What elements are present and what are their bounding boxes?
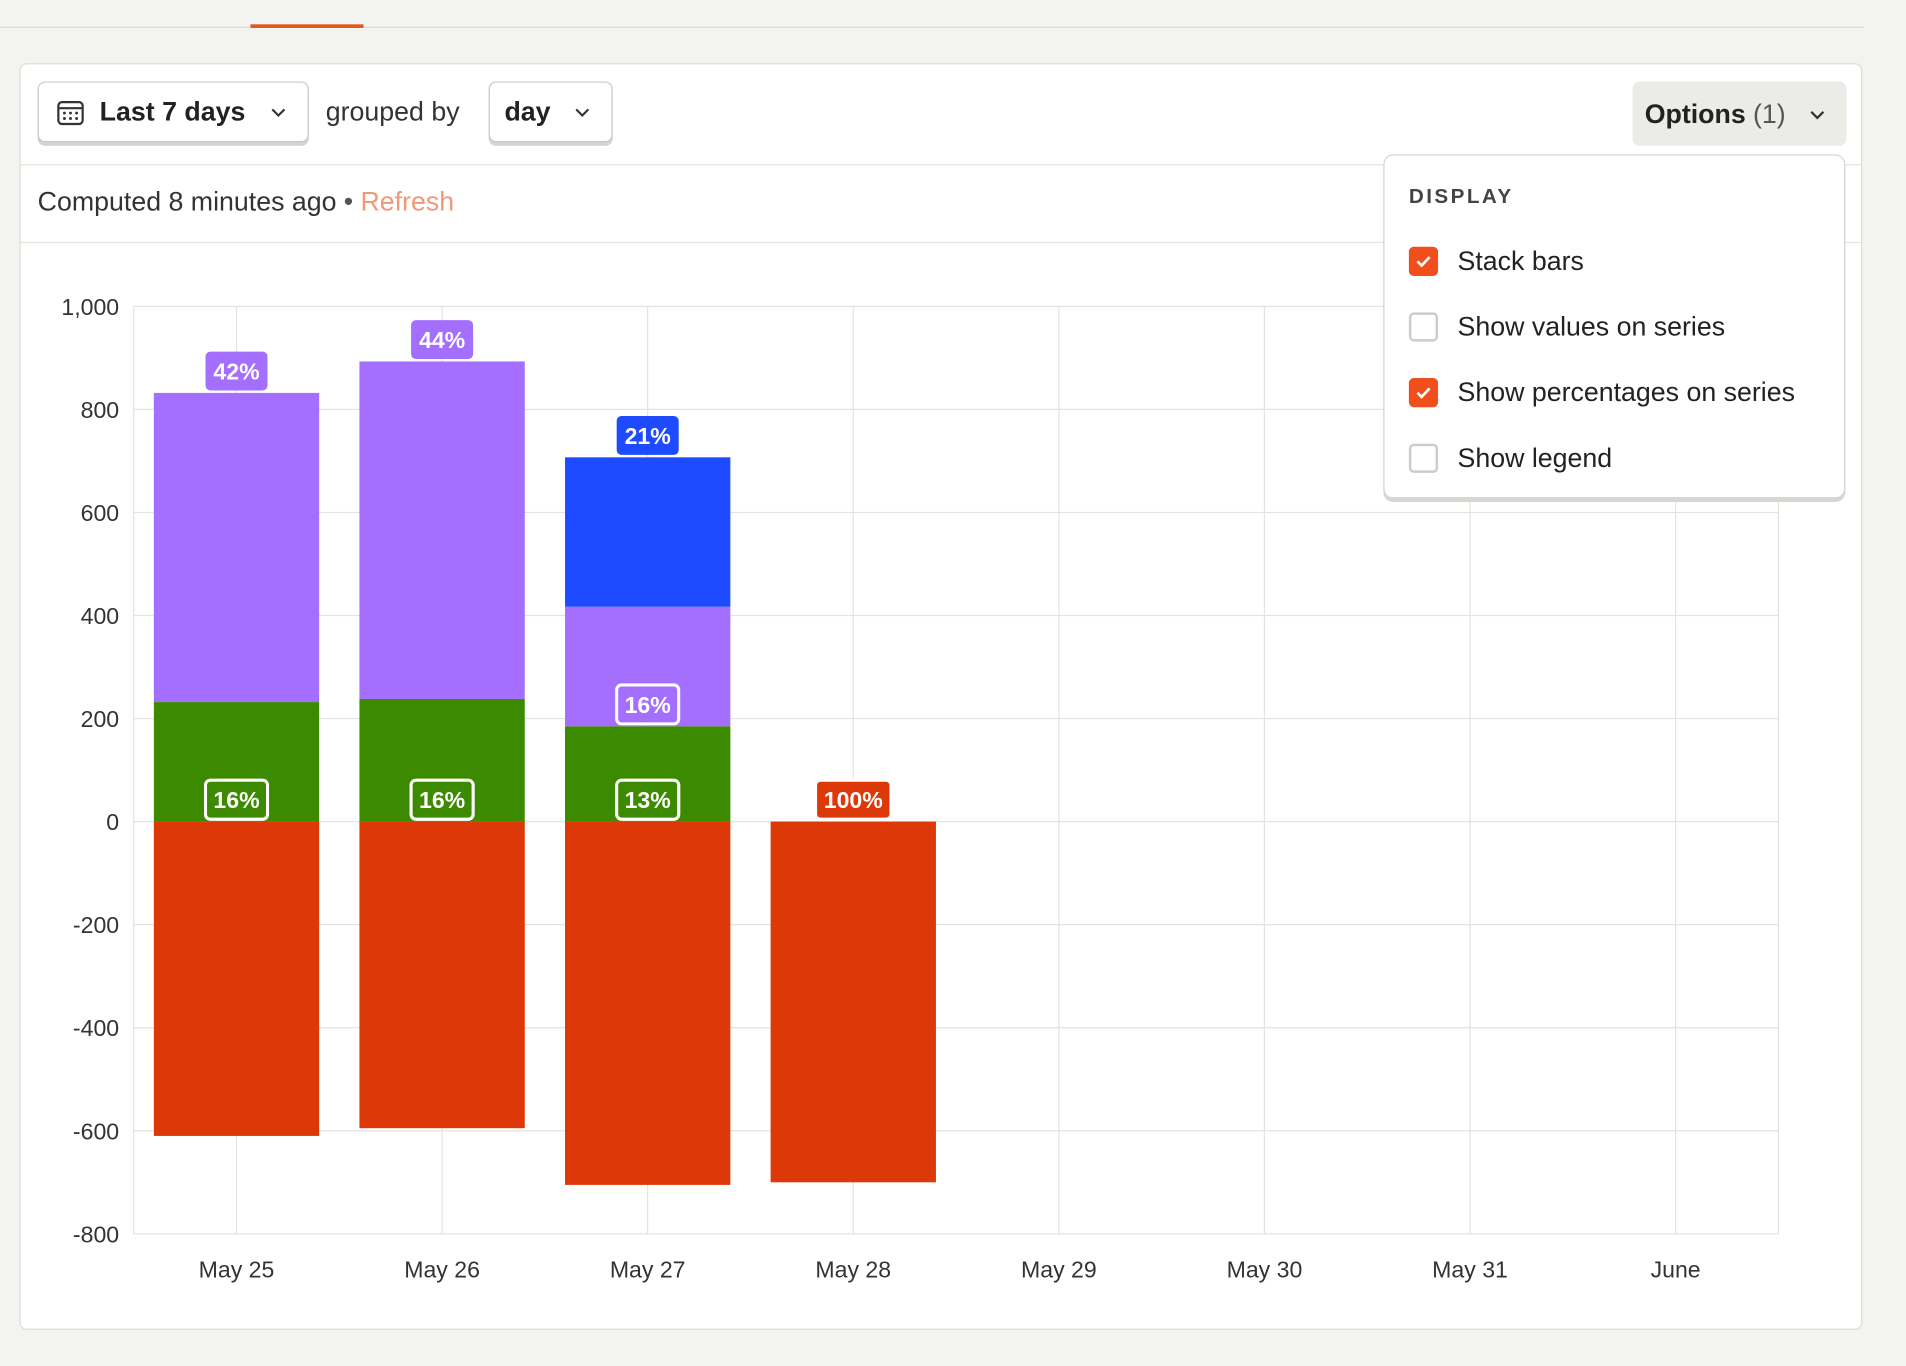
insight-card: Last 7 days grouped by day Options (1) C… xyxy=(19,63,1863,1330)
display-section-heading: DISPLAY xyxy=(1408,184,1514,208)
computed-status-bar: Computed 8 minutes ago • Refresh xyxy=(20,164,1862,244)
bar-segment xyxy=(359,361,525,699)
calendar-icon xyxy=(57,101,84,126)
y-tick-label: -600 xyxy=(73,1118,119,1144)
percentage-label-box xyxy=(411,320,474,360)
percentage-label: 13% xyxy=(625,787,671,813)
y-tick-label: 200 xyxy=(81,706,120,732)
chevron-down-icon xyxy=(575,108,590,118)
x-tick-label: May 27 xyxy=(610,1257,686,1283)
y-tick-label: -200 xyxy=(73,912,119,938)
bar-segment xyxy=(359,821,525,1129)
percentage-label: 21% xyxy=(625,423,671,449)
check-icon xyxy=(1416,387,1431,399)
options-dropdown: DISPLAY Stack bars Show values on series… xyxy=(1383,154,1846,499)
percentage-label: 16% xyxy=(625,692,671,718)
option-show-values[interactable]: Show values on series xyxy=(1408,309,1726,345)
y-tick-label: 1,000 xyxy=(61,294,119,320)
show-values-checkbox[interactable] xyxy=(1408,312,1439,342)
option-label: Stack bars xyxy=(1457,245,1584,276)
date-range-button[interactable]: Last 7 days xyxy=(37,81,309,143)
percentage-label: 16% xyxy=(213,787,259,813)
check-icon xyxy=(1416,256,1431,268)
option-label: Show percentages on series xyxy=(1457,376,1795,408)
interval-select[interactable]: day xyxy=(488,81,613,143)
refresh-link[interactable]: Refresh xyxy=(360,185,455,217)
bar-segment xyxy=(153,392,320,703)
option-label: Show values on series xyxy=(1457,311,1726,342)
x-tick-label: May 26 xyxy=(404,1257,480,1283)
date-range-label: Last 7 days xyxy=(99,96,246,127)
percentage-label: 100% xyxy=(824,787,883,813)
y-tick-label: 600 xyxy=(81,500,120,526)
bar-segment xyxy=(770,821,936,1183)
y-tick-label: -400 xyxy=(73,1015,119,1041)
option-label: Show legend xyxy=(1457,442,1613,473)
option-stack-bars[interactable]: Stack bars xyxy=(1408,243,1584,279)
y-tick-label: -800 xyxy=(73,1221,119,1247)
percentage-label-box xyxy=(615,683,681,726)
grouped-by-label: grouped by xyxy=(325,96,460,127)
interval-label: day xyxy=(504,96,551,127)
tab-bar-divider xyxy=(0,26,1864,28)
chevron-down-icon xyxy=(1810,110,1825,119)
insight-toolbar: Last 7 days grouped by day Options (1) xyxy=(20,64,1862,166)
percentage-label-box xyxy=(205,351,268,391)
percentage-label-box xyxy=(409,778,475,821)
show-legend-checkbox[interactable] xyxy=(1408,443,1439,473)
percentage-label-box xyxy=(615,778,681,821)
show-percentages-checkbox[interactable] xyxy=(1408,378,1439,408)
bar-segment xyxy=(565,821,731,1185)
x-tick-label: June xyxy=(1651,1257,1701,1283)
x-tick-label: May 29 xyxy=(1021,1257,1097,1283)
x-tick-label: May 30 xyxy=(1227,1257,1303,1283)
option-show-percentages[interactable]: Show percentages on series xyxy=(1408,374,1795,410)
percentage-label-box xyxy=(616,415,679,455)
x-tick-label: May 31 xyxy=(1432,1257,1508,1283)
y-tick-label: 400 xyxy=(81,603,120,629)
options-button[interactable]: Options (1) xyxy=(1632,81,1847,146)
bar-segment xyxy=(565,457,731,607)
percentage-label: 42% xyxy=(213,359,259,385)
percentage-label: 44% xyxy=(419,327,465,353)
y-tick-label: 0 xyxy=(106,809,119,835)
active-tab-indicator xyxy=(250,24,364,28)
percentage-label: 16% xyxy=(419,787,465,813)
chevron-down-icon xyxy=(271,108,286,118)
x-tick-label: May 28 xyxy=(815,1257,891,1283)
percentage-label-box xyxy=(814,778,893,821)
x-tick-label: May 25 xyxy=(199,1257,275,1283)
y-tick-label: 800 xyxy=(81,397,120,423)
option-show-legend[interactable]: Show legend xyxy=(1408,440,1613,476)
percentage-label-box xyxy=(203,778,270,821)
options-label: Options xyxy=(1644,97,1746,129)
options-count: (1) xyxy=(1753,97,1786,129)
stack-bars-checkbox[interactable] xyxy=(1408,246,1439,276)
separator-dot: • xyxy=(343,185,354,217)
computed-text: Computed 8 minutes ago xyxy=(37,185,337,217)
bar-segment xyxy=(153,821,320,1136)
